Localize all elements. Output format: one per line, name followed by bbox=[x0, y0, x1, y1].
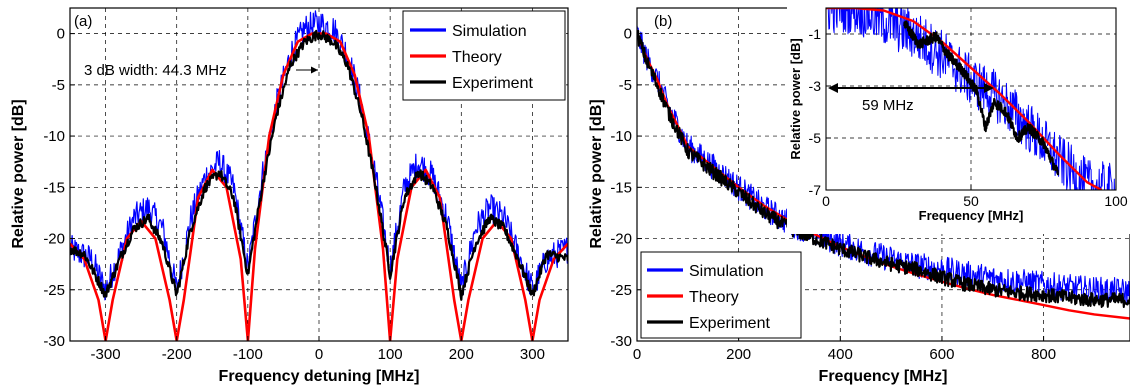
inset-ticks: 0 50 100 -7 -5 -3 -1 bbox=[809, 26, 1128, 209]
panel-a-xtick-label: -100 bbox=[233, 346, 263, 363]
panel-a-ytick-label: -20 bbox=[43, 231, 65, 248]
panel-b-xtick-label: 200 bbox=[726, 346, 751, 363]
panel-b-series-experiment bbox=[637, 29, 1130, 308]
panel-b-series bbox=[637, 25, 1130, 320]
panel-a-ytick-label: -30 bbox=[43, 333, 65, 350]
panel-b-ytick-label: -15 bbox=[610, 179, 632, 196]
panel-a-legend-label-experiment: Experiment bbox=[452, 75, 533, 92]
inset-xlabel: Frequency [MHz] bbox=[919, 208, 1024, 223]
inset-xtick-label: 100 bbox=[1104, 193, 1128, 209]
panel-a-legend-label-theory: Theory bbox=[452, 49, 502, 66]
panel-a-xtick-label: 200 bbox=[449, 346, 474, 363]
panel-a-series-experiment bbox=[70, 29, 568, 301]
inset-series-simulation bbox=[827, 8, 1116, 190]
panel-a-xtick-label: -200 bbox=[162, 346, 192, 363]
inset-annotation: 59 MHz bbox=[862, 97, 914, 114]
panel-a-ytick-label: -25 bbox=[43, 282, 65, 299]
panel-b-legend-label-theory: Theory bbox=[689, 289, 739, 306]
panel-b-legend: Simulation Theory Experiment bbox=[640, 251, 802, 339]
panel-a-series bbox=[70, 10, 568, 341]
panel-a-series-simulation bbox=[70, 10, 568, 301]
panel-a-ticks: -300 -200 -100 0 100 200 300 -30 -25 -20 -15 -10 -5 0 bbox=[43, 26, 545, 363]
panel-b-legend-label-simulation: Simulation bbox=[689, 263, 764, 280]
panel-a-ytick-label: -5 bbox=[52, 77, 65, 94]
inset-series-theory bbox=[826, 8, 1103, 190]
panel-a-ylabel: Relative power [dB] bbox=[10, 99, 27, 248]
inset-ytick-label: -3 bbox=[809, 78, 822, 94]
panel-a-xtick-label: 300 bbox=[520, 346, 545, 363]
panel-b-xtick-label: 600 bbox=[929, 346, 954, 363]
panel-b-legend-label-experiment: Experiment bbox=[689, 315, 770, 332]
inset-series bbox=[826, 8, 1116, 190]
inset-ytick-label: -7 bbox=[809, 182, 822, 198]
inset-ytick-label: -5 bbox=[809, 130, 822, 146]
panel-b-ytick-label: 0 bbox=[624, 26, 632, 43]
panel-a-xtick-label: 0 bbox=[315, 346, 323, 363]
inset-series-experiment bbox=[903, 20, 1059, 176]
panel-b-xtick-label: 800 bbox=[1031, 346, 1056, 363]
panel-b-ytick-label: -5 bbox=[619, 77, 632, 94]
panel-b-tag: (b) bbox=[654, 13, 672, 30]
panel-b-xtick-label: 0 bbox=[633, 346, 641, 363]
panel-b-ytick-label: -25 bbox=[610, 282, 632, 299]
panel-a-xtick-label: 100 bbox=[378, 346, 403, 363]
inset-annotation-arrow bbox=[828, 83, 994, 93]
panel-b-ytick-label: -20 bbox=[610, 231, 632, 248]
panel-b-ylabel: Relative power [dB] bbox=[588, 99, 605, 248]
inset-ylabel: Relative power [dB] bbox=[788, 38, 803, 159]
panel-a-ytick-label: -10 bbox=[43, 128, 65, 145]
panel-a: -300 -200 -100 0 100 200 300 -30 -25 -20 -15 -10 -5 0… bbox=[10, 7, 569, 385]
panel-a-xtick-label: -300 bbox=[91, 346, 121, 363]
panel-a-ytick-label: 0 bbox=[57, 26, 65, 43]
panel-a-legend-label-simulation: Simulation bbox=[452, 23, 527, 40]
panel-b-ticks: 0 200 400 600 800-30-25-20-15-10-50 bbox=[610, 26, 1056, 363]
panel-b-ytick-label: -10 bbox=[610, 128, 632, 145]
panel-b-xtick-label: 400 bbox=[828, 346, 853, 363]
panel-a-legend: Simulation Theory Experiment bbox=[402, 10, 566, 101]
inset-ytick-label: -1 bbox=[809, 26, 822, 42]
panel-b-xlabel: Frequency [MHz] bbox=[819, 368, 948, 385]
panel-a-tag: (a) bbox=[74, 13, 92, 30]
panel-a-annotation: 3 dB width: 44.3 MHz bbox=[84, 62, 227, 79]
inset-xtick-label: 50 bbox=[963, 193, 979, 209]
inset-xtick-label: 0 bbox=[822, 193, 830, 209]
panel-b-ytick-label: -30 bbox=[610, 333, 632, 350]
panel-a-annotation-arrow bbox=[296, 66, 318, 74]
panel-a-xlabel: Frequency detuning [MHz] bbox=[219, 368, 420, 385]
panel-a-ytick-label: -15 bbox=[43, 179, 65, 196]
inset: 0 50 100 -7 -5 -3 -1 Frequency [MHz] Relative … bbox=[787, 2, 1130, 234]
